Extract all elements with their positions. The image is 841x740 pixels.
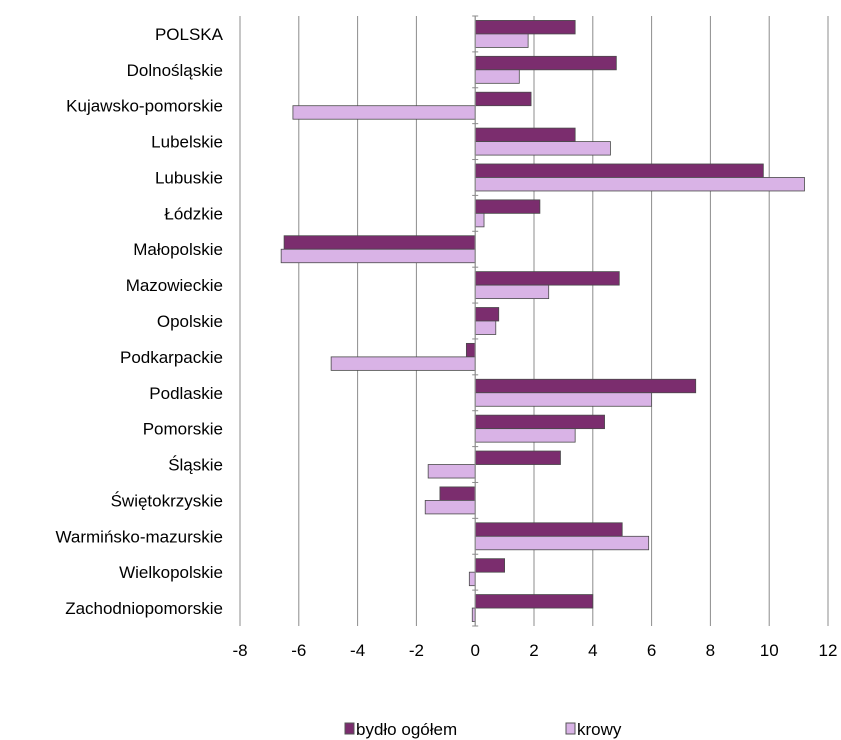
x-tick-label: -8 <box>232 641 247 660</box>
category-label: Świętokrzyskie <box>111 491 223 510</box>
x-tick-label: -2 <box>409 641 424 660</box>
category-label: Mazowieckie <box>126 276 223 295</box>
bar-krowy <box>474 141 611 156</box>
x-tick-label: 6 <box>647 641 656 660</box>
category-label: Małopolskie <box>133 240 223 259</box>
category-label: Lubelskie <box>151 133 223 152</box>
legend: bydło ogółem krowy <box>344 720 622 739</box>
x-tick-label: -6 <box>291 641 306 660</box>
category-label: Wielkopolskie <box>119 563 223 582</box>
bar-krowy <box>330 356 476 371</box>
bar-bydlo <box>283 235 476 250</box>
x-tick-label: -4 <box>350 641 365 660</box>
axes <box>472 15 479 627</box>
bar-krowy <box>474 177 805 192</box>
x-tick-label: 0 <box>470 641 479 660</box>
bar-bydlo <box>474 307 500 322</box>
x-tick-label: 8 <box>706 641 715 660</box>
bar-krowy <box>474 284 550 300</box>
category-label: Kujawsko-pomorskie <box>66 97 223 116</box>
bar-krowy <box>474 392 653 407</box>
bar-bydlo <box>474 127 576 142</box>
bar-krowy <box>474 69 520 84</box>
bar-bydlo <box>439 486 476 501</box>
bar-krowy <box>474 535 650 551</box>
category-label: POLSKA <box>155 25 224 44</box>
bar-bydlo <box>474 558 506 573</box>
category-labels: POLSKA Dolnośląskie Kujawsko-pomorskie Lube… <box>55 25 223 618</box>
category-label: Warmińsko-mazurskie <box>55 527 223 546</box>
legend-label-bydlo: bydło ogółem <box>356 720 457 739</box>
bar-krowy <box>474 33 529 48</box>
bar-krowy <box>427 464 476 479</box>
x-tick-labels: -8 -6 -4 -2 0 2 4 6 8 10 12 <box>232 641 837 660</box>
bar-krowy <box>292 105 476 120</box>
legend-label-krowy: krowy <box>577 720 622 739</box>
x-tick-label: 4 <box>588 641 597 660</box>
bar-bydlo <box>474 20 576 35</box>
category-label: Łódzkie <box>164 204 223 223</box>
bar-krowy <box>424 500 476 515</box>
category-label: Podlaskie <box>149 384 223 403</box>
category-label: Śląskie <box>168 456 223 475</box>
category-label: Podkarpackie <box>120 348 223 367</box>
bar-bydlo <box>474 522 623 537</box>
bar-bydlo <box>474 594 594 609</box>
bar-bydlo <box>465 342 476 358</box>
category-label: Lubuskie <box>155 168 223 187</box>
x-tick-label: 10 <box>760 641 779 660</box>
bar-bydlo <box>474 91 532 107</box>
bar-bydlo <box>474 55 617 71</box>
x-tick-label: 2 <box>529 641 538 660</box>
category-label: Pomorskie <box>143 420 223 439</box>
bars <box>280 20 805 622</box>
bar-krowy <box>474 428 576 443</box>
category-label: Opolskie <box>157 312 223 331</box>
x-tick-label: 12 <box>819 641 838 660</box>
bar-bydlo <box>474 199 541 214</box>
bar-krowy <box>474 212 485 228</box>
category-label: Dolnośląskie <box>127 61 223 80</box>
category-label: Zachodniopomorskie <box>65 599 223 618</box>
legend-swatch-krowy <box>565 722 576 735</box>
bar-krowy <box>280 248 476 264</box>
legend-swatch-bydlo <box>344 722 355 735</box>
bar-bydlo <box>474 163 764 178</box>
bar-bydlo <box>474 378 697 394</box>
bar-bydlo <box>474 414 605 430</box>
bar-bydlo <box>474 271 620 286</box>
bar-krowy <box>468 571 476 587</box>
bar-bydlo <box>474 450 561 465</box>
bar-krowy <box>474 320 497 335</box>
